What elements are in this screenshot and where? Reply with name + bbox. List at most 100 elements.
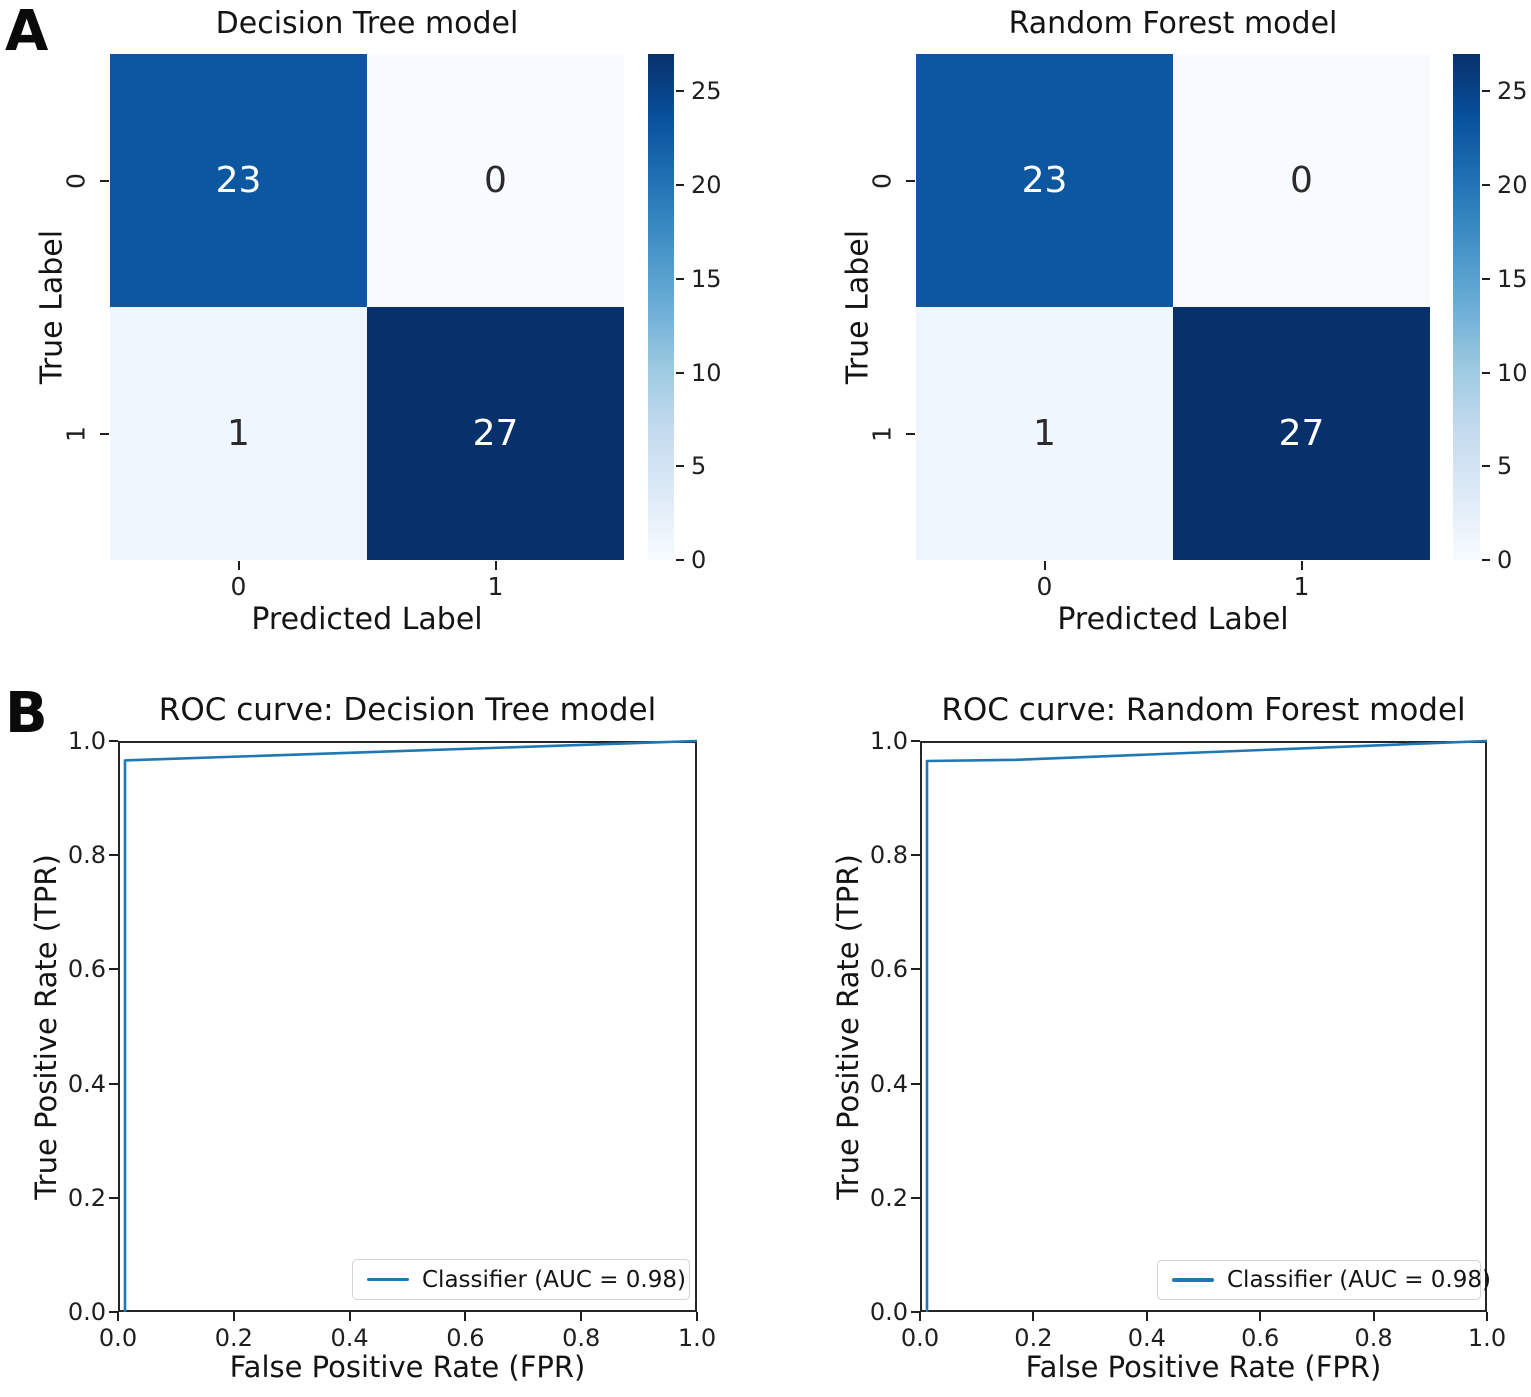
colorbar-tick-mark xyxy=(676,184,684,187)
x-tick-label: 0.4 xyxy=(330,1324,369,1352)
legend-line-swatch xyxy=(1172,1278,1214,1282)
roc-curve-plot-area xyxy=(925,739,1488,1312)
roc-curve-line xyxy=(123,739,698,1312)
x-axis-title: Predicted Label xyxy=(251,602,483,637)
y-tick-mark xyxy=(100,432,109,435)
colorbar-tick-label: 10 xyxy=(1497,358,1528,387)
colorbar-tick-label: 0 xyxy=(1497,546,1513,574)
roc-curve-plot-area xyxy=(123,739,698,1312)
matrix-cell: 27 xyxy=(1173,307,1430,560)
y-tick-label: 0.6 xyxy=(67,955,106,984)
roc-legend: Classifier (AUC = 0.98) xyxy=(1157,1260,1491,1300)
x-tick-label: 0.6 xyxy=(446,1324,485,1352)
colorbar xyxy=(1453,54,1480,560)
y-tick-mark xyxy=(911,1196,920,1199)
y-tick-label: 1 xyxy=(61,425,91,442)
colorbar-tick-mark xyxy=(1482,465,1490,468)
colorbar-tick-mark xyxy=(1482,371,1490,374)
y-axis-title: True Positive Rate (TPR) xyxy=(29,853,63,1200)
x-tick-label: 1 xyxy=(1293,572,1310,601)
x-tick-label: 0.0 xyxy=(98,1324,138,1352)
y-tick-mark xyxy=(911,968,920,971)
colorbar-tick-label: 20 xyxy=(691,171,722,200)
y-tick-mark xyxy=(109,1082,118,1085)
y-tick-mark xyxy=(911,740,920,742)
y-tick-label: 0.0 xyxy=(67,1298,106,1326)
y-tick-mark xyxy=(109,968,118,971)
x-tick-mark xyxy=(232,1312,235,1321)
x-tick-mark xyxy=(494,561,497,570)
x-tick-mark xyxy=(348,1312,351,1321)
x-tick-mark xyxy=(919,1312,921,1321)
colorbar-tick-mark xyxy=(676,559,684,561)
colorbar-tick-label: 5 xyxy=(691,452,707,481)
y-tick-label: 0 xyxy=(61,172,91,189)
y-tick-mark xyxy=(911,1311,920,1313)
colorbar-tick-mark xyxy=(1482,559,1490,561)
y-tick-label: 0.6 xyxy=(869,955,908,984)
matrix-cell: 1 xyxy=(916,307,1173,560)
matrix-cell: 0 xyxy=(367,54,624,307)
colorbar-tick-label: 20 xyxy=(1497,171,1528,200)
matrix-cell: 27 xyxy=(367,307,624,560)
colorbar-tick-label: 5 xyxy=(1497,452,1513,481)
x-tick-label: 0 xyxy=(230,572,247,601)
panel-b-label: B xyxy=(5,681,48,746)
colorbar-tick-mark xyxy=(1482,277,1490,280)
y-tick-label: 1 xyxy=(867,425,897,442)
heatmap-title: Decision Tree model xyxy=(215,6,519,41)
y-tick-mark xyxy=(109,1311,118,1313)
x-tick-mark xyxy=(1259,1312,1262,1321)
y-tick-label: 0.2 xyxy=(67,1183,106,1212)
x-tick-label: 0.4 xyxy=(1127,1324,1166,1352)
y-tick-label: 1.0 xyxy=(869,727,908,755)
colorbar-tick-mark xyxy=(676,90,684,93)
plot-frame xyxy=(920,741,1487,1312)
x-tick-label: 0.2 xyxy=(214,1324,253,1352)
plot-frame xyxy=(118,741,697,1312)
y-tick-mark xyxy=(911,1082,920,1085)
matrix-cell: 23 xyxy=(110,54,367,307)
y-tick-label: 0.2 xyxy=(869,1183,908,1212)
legend-label: Classifier (AUC = 0.98) xyxy=(422,1266,686,1293)
x-tick-mark xyxy=(1145,1312,1148,1321)
colorbar-tick-mark xyxy=(676,371,684,374)
y-tick-mark xyxy=(906,179,915,182)
x-tick-mark xyxy=(580,1312,583,1321)
x-tick-label: 0.2 xyxy=(1014,1324,1053,1352)
y-tick-mark xyxy=(109,1196,118,1199)
colorbar-tick-label: 0 xyxy=(691,546,707,574)
y-tick-mark xyxy=(906,432,915,435)
x-tick-label: 1.0 xyxy=(1467,1324,1507,1352)
colorbar-tick-label: 10 xyxy=(691,358,722,387)
x-tick-mark xyxy=(464,1312,467,1321)
x-tick-label: 1.0 xyxy=(677,1324,717,1352)
y-tick-mark xyxy=(911,854,920,857)
heatmap-title: Random Forest model xyxy=(1008,6,1338,41)
y-tick-label: 0.8 xyxy=(869,841,908,870)
x-tick-label: 1 xyxy=(487,572,504,601)
y-tick-mark xyxy=(109,740,118,742)
y-tick-label: 0.4 xyxy=(869,1069,908,1098)
x-tick-mark xyxy=(1372,1312,1375,1321)
y-tick-mark xyxy=(109,854,118,857)
x-tick-mark xyxy=(237,561,240,570)
legend-label: Classifier (AUC = 0.98) xyxy=(1227,1267,1491,1293)
y-axis-title: True Label xyxy=(840,229,876,385)
colorbar-tick-mark xyxy=(676,277,684,280)
colorbar-tick-mark xyxy=(1482,184,1490,187)
y-tick-label: 0.8 xyxy=(67,841,106,870)
matrix-cell: 23 xyxy=(916,54,1173,307)
colorbar-tick-label: 15 xyxy=(691,264,722,293)
x-tick-mark xyxy=(1043,561,1046,570)
x-tick-mark xyxy=(1486,1312,1488,1321)
x-axis-title: False Positive Rate (FPR) xyxy=(1025,1350,1382,1384)
matrix-cell: 1 xyxy=(110,307,367,560)
x-tick-mark xyxy=(117,1312,119,1321)
y-axis-title: True Label xyxy=(34,229,70,385)
panel-a-label: A xyxy=(5,0,49,64)
